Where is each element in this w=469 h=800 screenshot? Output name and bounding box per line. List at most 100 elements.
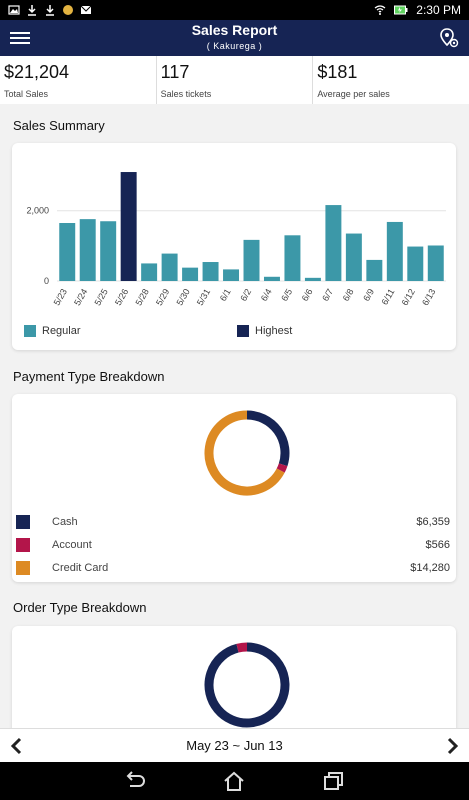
bar bbox=[263, 276, 280, 281]
kpi-value: 117 bbox=[160, 62, 190, 82]
bar bbox=[386, 221, 403, 281]
kpi-strip: $21,204 Total Sales 117 Sales tickets $1… bbox=[0, 56, 469, 104]
battery-charging-icon bbox=[394, 5, 408, 15]
menu-icon[interactable] bbox=[10, 29, 30, 47]
sales-bar-chart: 0 2,000 5/23 5/24 5/25 5/26 5/28 5/29 5/30 5/31 6/… bbox=[26, 172, 446, 307]
swatch-account bbox=[16, 538, 30, 552]
bar bbox=[304, 277, 321, 281]
bar bbox=[284, 235, 301, 281]
donut-slice bbox=[276, 463, 288, 473]
status-bar: 2:30 PM bbox=[0, 0, 469, 20]
bar bbox=[325, 205, 342, 281]
bar bbox=[79, 219, 96, 281]
x-tick-label: 5/26 bbox=[113, 287, 130, 307]
mail-icon bbox=[80, 5, 92, 14]
x-tick-label: 6/6 bbox=[300, 287, 315, 303]
x-tick-label: 6/11 bbox=[379, 287, 396, 307]
legend-label: Regular bbox=[42, 325, 81, 337]
donut-slice bbox=[204, 642, 290, 728]
payment-amount: $6,359 bbox=[416, 516, 450, 528]
kpi-label: Average per sales bbox=[317, 89, 390, 99]
bar bbox=[407, 246, 424, 281]
download-icon bbox=[28, 5, 36, 16]
kpi-value: $21,204 bbox=[4, 62, 70, 82]
chevron-right-icon[interactable] bbox=[443, 737, 461, 755]
bar bbox=[366, 259, 383, 281]
system-nav-bar bbox=[0, 762, 469, 800]
date-navigation: May 23 ~ Jun 13 bbox=[0, 728, 469, 762]
legend-label: Highest bbox=[255, 325, 293, 337]
legend-swatch-regular bbox=[24, 325, 36, 337]
payment-breakdown-title: Payment Type Breakdown bbox=[13, 369, 165, 384]
payment-row-credit-card: Credit Card $14,280 bbox=[16, 558, 450, 578]
x-tick-label: 5/25 bbox=[92, 287, 109, 307]
x-tick-label: 6/9 bbox=[361, 287, 376, 303]
bar bbox=[161, 253, 178, 281]
payment-label: Credit Card bbox=[52, 562, 109, 574]
order-donut-chart bbox=[204, 642, 290, 728]
x-tick-label: 6/13 bbox=[420, 287, 437, 307]
x-tick-label: 6/7 bbox=[320, 287, 335, 303]
image-notification-icon bbox=[8, 5, 20, 15]
payment-label: Account bbox=[52, 539, 92, 551]
x-tick-label: 5/28 bbox=[133, 287, 150, 307]
payment-breakdown-card: Cash $6,359 Account $566 Credit Card $14… bbox=[12, 394, 456, 582]
payment-label: Cash bbox=[52, 516, 78, 528]
x-tick-label: 5/24 bbox=[72, 287, 89, 307]
legend-highest: Highest bbox=[237, 325, 292, 337]
kpi-total-sales: $21,204 Total Sales bbox=[0, 56, 157, 104]
bar bbox=[182, 267, 199, 281]
x-tick-label: 5/23 bbox=[52, 287, 69, 307]
bar bbox=[120, 172, 137, 281]
bar bbox=[141, 263, 158, 281]
kpi-label: Sales tickets bbox=[160, 89, 212, 99]
recent-apps-icon[interactable] bbox=[322, 770, 346, 792]
order-breakdown-card bbox=[12, 626, 456, 736]
y-tick-label: 2,000 bbox=[26, 206, 49, 216]
bar bbox=[427, 245, 444, 281]
app-header: Sales Report ( Kakurega ) bbox=[0, 20, 469, 56]
donut-slice bbox=[236, 642, 248, 653]
home-icon[interactable] bbox=[222, 770, 246, 792]
bar bbox=[100, 221, 117, 281]
donut-slice bbox=[204, 410, 285, 496]
x-tick-label: 6/4 bbox=[259, 287, 274, 303]
swatch-credit-card bbox=[16, 561, 30, 575]
swatch-cash bbox=[16, 515, 30, 529]
kpi-sales-tickets: 117 Sales tickets bbox=[157, 56, 314, 104]
date-range: May 23 ~ Jun 13 bbox=[186, 738, 283, 753]
x-tick-label: 6/2 bbox=[238, 287, 253, 303]
payment-row-cash: Cash $6,359 bbox=[16, 512, 450, 532]
page-title: Sales Report bbox=[191, 22, 278, 38]
bar bbox=[243, 239, 260, 281]
kpi-value: $181 bbox=[317, 62, 358, 82]
clock: 2:30 PM bbox=[416, 3, 461, 17]
x-tick-label: 6/8 bbox=[341, 287, 356, 303]
order-breakdown-title: Order Type Breakdown bbox=[13, 600, 147, 615]
bar bbox=[59, 223, 76, 281]
kpi-label: Total Sales bbox=[4, 89, 49, 99]
bar bbox=[223, 269, 240, 281]
download-icon bbox=[46, 5, 54, 16]
x-tick-label: 5/30 bbox=[174, 287, 191, 307]
kpi-average: $181 Average per sales bbox=[313, 56, 469, 104]
store-name: ( Kakurega ) bbox=[206, 41, 263, 51]
chevron-left-icon[interactable] bbox=[8, 737, 26, 755]
legend-regular: Regular bbox=[24, 325, 81, 337]
x-tick-label: 5/31 bbox=[195, 287, 212, 307]
wifi-icon bbox=[374, 5, 386, 15]
legend-swatch-highest bbox=[237, 325, 249, 337]
payment-amount: $14,280 bbox=[410, 562, 450, 574]
x-tick-label: 6/5 bbox=[279, 287, 294, 303]
payment-row-account: Account $566 bbox=[16, 535, 450, 555]
back-icon[interactable] bbox=[123, 770, 147, 792]
x-tick-label: 5/29 bbox=[154, 287, 171, 307]
bar bbox=[345, 233, 362, 281]
payment-amount: $566 bbox=[425, 539, 450, 551]
x-tick-label: 6/12 bbox=[400, 287, 417, 307]
bar bbox=[202, 262, 219, 281]
sales-summary-title: Sales Summary bbox=[13, 118, 105, 133]
location-settings-icon[interactable] bbox=[439, 28, 459, 48]
y-tick-label: 0 bbox=[44, 276, 49, 286]
coin-icon bbox=[63, 5, 73, 15]
